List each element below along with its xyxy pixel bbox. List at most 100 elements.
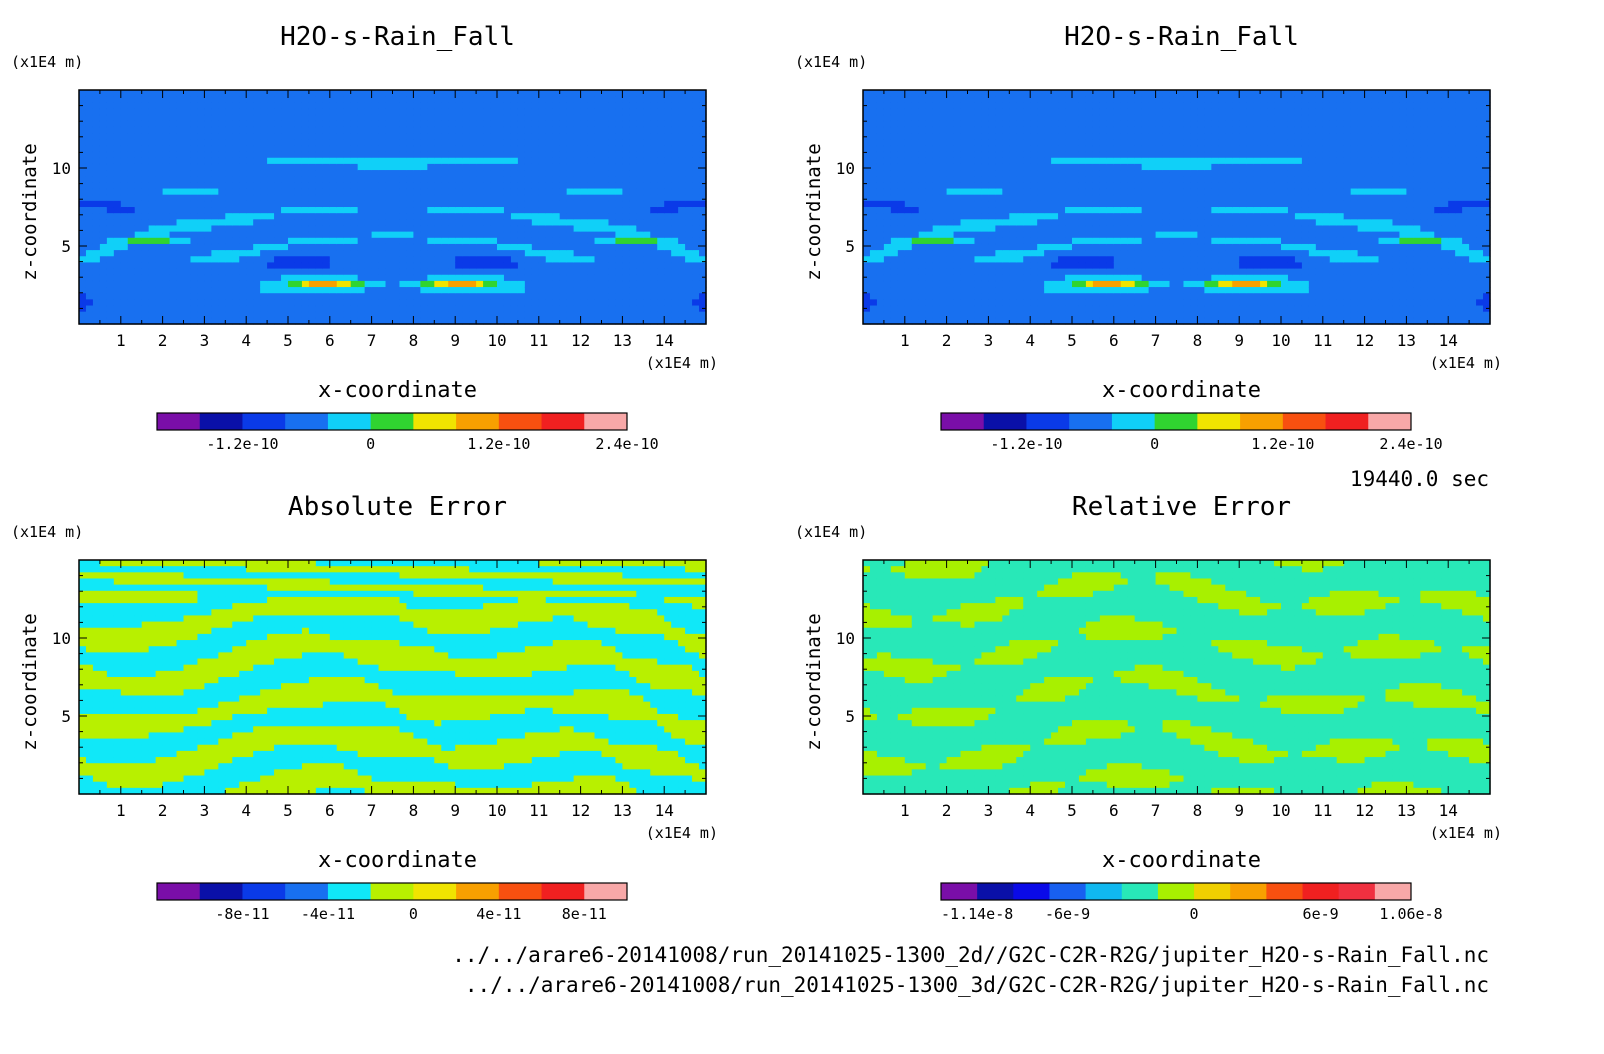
heatmap-cell — [141, 274, 150, 282]
heatmap-cell — [99, 133, 108, 140]
heatmap-cell — [1002, 237, 1010, 245]
heatmap-cell — [455, 262, 463, 270]
heatmap-cell — [995, 237, 1003, 245]
heatmap-cell — [120, 145, 129, 153]
heatmap-cell — [650, 126, 658, 134]
heatmap-cell — [1078, 194, 1087, 202]
heatmap-cell — [580, 96, 589, 103]
heatmap-cell — [329, 213, 338, 220]
heatmap-cell — [343, 280, 352, 288]
heatmap-cell — [869, 139, 878, 147]
heatmap-cell — [455, 213, 463, 220]
heatmap-cell — [462, 231, 470, 239]
heatmap-cell — [336, 268, 345, 276]
heatmap-cell — [79, 163, 87, 171]
heatmap-cell — [692, 268, 700, 276]
heatmap-cell — [204, 176, 212, 183]
heatmap-cell — [510, 188, 519, 196]
heatmap-cell — [190, 200, 199, 208]
heatmap-cell — [350, 139, 359, 147]
heatmap-cell — [399, 293, 408, 300]
heatmap-cell — [988, 262, 996, 270]
heatmap-cell — [364, 108, 373, 116]
heatmap-cell — [587, 213, 596, 220]
heatmap-cell — [559, 237, 568, 245]
heatmap-cell — [476, 145, 484, 153]
heatmap-cell — [699, 225, 707, 233]
heatmap-cell — [1072, 231, 1080, 239]
heatmap-cell — [863, 237, 871, 245]
heatmap-cell — [967, 262, 976, 270]
heatmap-cell — [190, 262, 199, 270]
heatmap-cell — [357, 237, 366, 245]
heatmap-cell — [169, 108, 178, 116]
heatmap-cell — [113, 96, 122, 103]
heatmap-cell — [1023, 126, 1031, 134]
heatmap-cell — [685, 317, 693, 325]
heatmap-cell — [364, 317, 373, 325]
heatmap-cell — [995, 299, 1003, 307]
heatmap-cell — [232, 182, 240, 190]
heatmap-cell — [141, 280, 150, 288]
heatmap-cell — [988, 108, 996, 116]
heatmap-cell — [995, 287, 1003, 294]
heatmap-cell — [315, 250, 324, 257]
heatmap-cell — [1009, 231, 1017, 239]
heatmap-cell — [946, 305, 955, 313]
heatmap-cell — [120, 151, 129, 159]
heatmap-cell — [699, 305, 707, 313]
heatmap-cell — [420, 274, 428, 282]
heatmap-cell — [545, 151, 554, 159]
heatmap-cell — [911, 182, 920, 190]
heatmap-cell — [1058, 207, 1066, 214]
heatmap-cell — [946, 182, 955, 190]
heatmap-cell — [371, 287, 380, 294]
heatmap-cell — [176, 188, 185, 196]
heatmap-cell — [988, 219, 996, 227]
heatmap-cell — [608, 287, 617, 294]
heatmap-cell — [1037, 90, 1045, 97]
heatmap-cell — [1037, 145, 1045, 153]
heatmap-cell — [155, 287, 164, 294]
heatmap-cell — [497, 280, 505, 288]
heatmap-cell — [685, 96, 693, 103]
heatmap-cell — [925, 213, 934, 220]
heatmap-cell — [267, 243, 275, 251]
heatmap-cell — [371, 231, 380, 239]
heatmap-cell — [127, 188, 136, 196]
heatmap-cell — [211, 200, 219, 208]
heatmap-cell — [378, 256, 387, 264]
heatmap-cell — [225, 293, 233, 300]
heatmap-cell — [413, 280, 421, 288]
heatmap-cell — [657, 114, 665, 122]
heatmap-cell — [699, 207, 707, 214]
heatmap-cell — [918, 311, 927, 319]
heatmap-cell — [385, 317, 394, 325]
heatmap-cell — [79, 219, 87, 227]
heatmap-cell — [162, 157, 171, 165]
heatmap-cell — [559, 145, 568, 153]
heatmap-cell — [1002, 176, 1010, 183]
heatmap-cell — [1030, 317, 1038, 325]
heatmap-cell — [622, 311, 630, 319]
heatmap-cell — [378, 145, 387, 153]
heatmap-cell — [932, 126, 941, 134]
heatmap-cell — [685, 194, 693, 202]
heatmap-cell — [601, 163, 610, 171]
heatmap-cell — [863, 243, 871, 251]
heatmap-cell — [148, 317, 157, 325]
heatmap-cell — [573, 262, 582, 270]
heatmap-cell — [1120, 231, 1129, 239]
heatmap-cell — [1078, 182, 1087, 190]
heatmap-cell — [699, 287, 707, 294]
heatmap-cell — [490, 163, 498, 171]
heatmap-cell — [148, 200, 157, 208]
heatmap-cell — [995, 207, 1003, 214]
heatmap-cell — [918, 213, 927, 220]
heatmap-cell — [343, 237, 352, 245]
heatmap-cell — [218, 225, 226, 233]
heatmap-cell — [413, 299, 421, 307]
heatmap-cell — [615, 225, 623, 233]
heatmap-cell — [608, 163, 617, 171]
heatmap-cell — [904, 145, 913, 153]
